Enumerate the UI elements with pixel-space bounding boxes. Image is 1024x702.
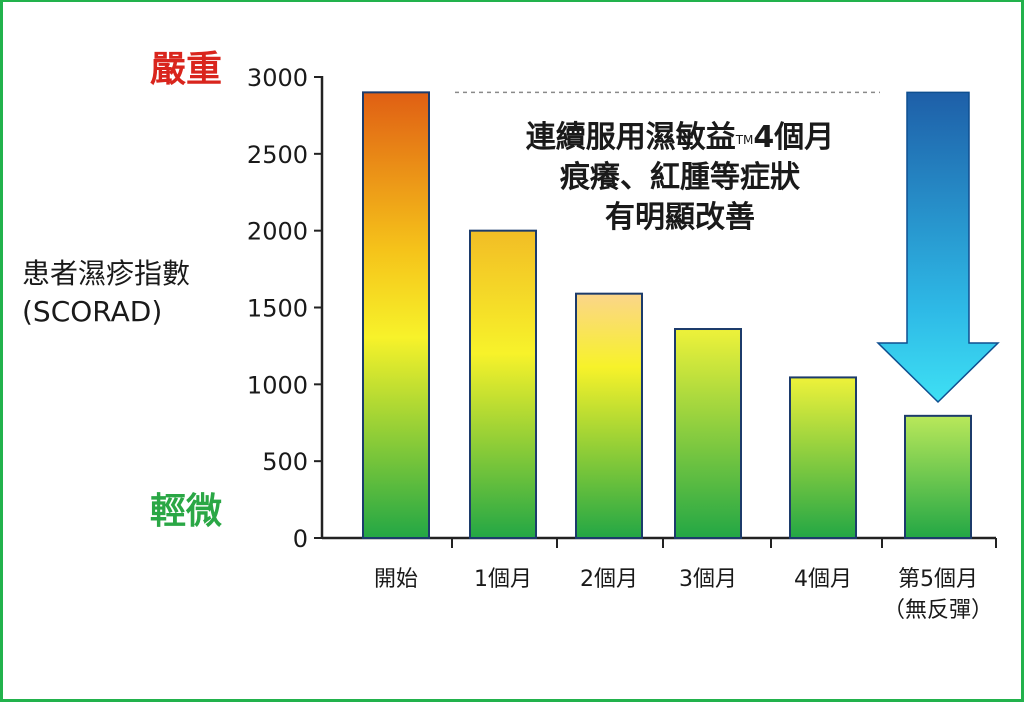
callout-line1-main: 連續服用濕敏益 (525, 120, 736, 155)
y-axis-label-line2: (SCORAD) (22, 295, 163, 328)
bar-5 (904, 414, 972, 539)
x-tick-label: 1個月 (474, 567, 532, 592)
callout-line3: 有明顯改善 (605, 200, 755, 235)
x-tick-label: 第5個月 (898, 567, 978, 592)
x-tick-label: （無反彈） (883, 598, 993, 623)
severity-label-severe: 嚴重 (150, 49, 223, 90)
y-tick-label: 500 (262, 448, 308, 476)
x-tick-label: 開始 (374, 567, 418, 592)
x-tick-label: 2個月 (580, 567, 638, 592)
y-tick-label: 0 (293, 525, 308, 553)
bar-0 (362, 91, 430, 539)
y-tick-label: 2500 (247, 141, 308, 169)
trademark-mark: TM (735, 133, 754, 147)
callout-line2: 痕癢、紅腫等症狀 (560, 160, 800, 195)
severity-label-mild: 輕微 (150, 491, 223, 532)
y-tick-label: 1500 (247, 295, 308, 323)
y-axis-label: 患者濕疹指數 (SCORAD) (22, 255, 190, 331)
bar-4 (789, 376, 857, 539)
decrease-arrow (876, 91, 1000, 404)
callout-line1: 連續服用濕敏益TM4個月 (470, 118, 890, 158)
bar-1 (469, 229, 537, 540)
x-tick-labels: 開始 1個月 2個月 3個月 4個月 第5個月 （無反彈） (374, 567, 993, 623)
y-tick-label: 3000 (247, 64, 308, 92)
bar-3 (674, 328, 742, 539)
bars (362, 91, 972, 540)
x-tick-label: 3個月 (679, 567, 737, 592)
bar-2 (575, 292, 643, 540)
axes: 0 500 1000 1500 2000 2500 3000 (247, 64, 997, 553)
callout-text: 連續服用濕敏益TM4個月 痕癢、紅腫等症狀 有明顯改善 (470, 118, 890, 238)
x-tick-label: 4個月 (794, 567, 852, 592)
y-tick-label: 2000 (247, 218, 308, 246)
y-axis-label-line1: 患者濕疹指數 (22, 257, 191, 290)
callout-line1-tail: 4個月 (753, 120, 835, 155)
y-tick-label: 1000 (247, 371, 308, 399)
